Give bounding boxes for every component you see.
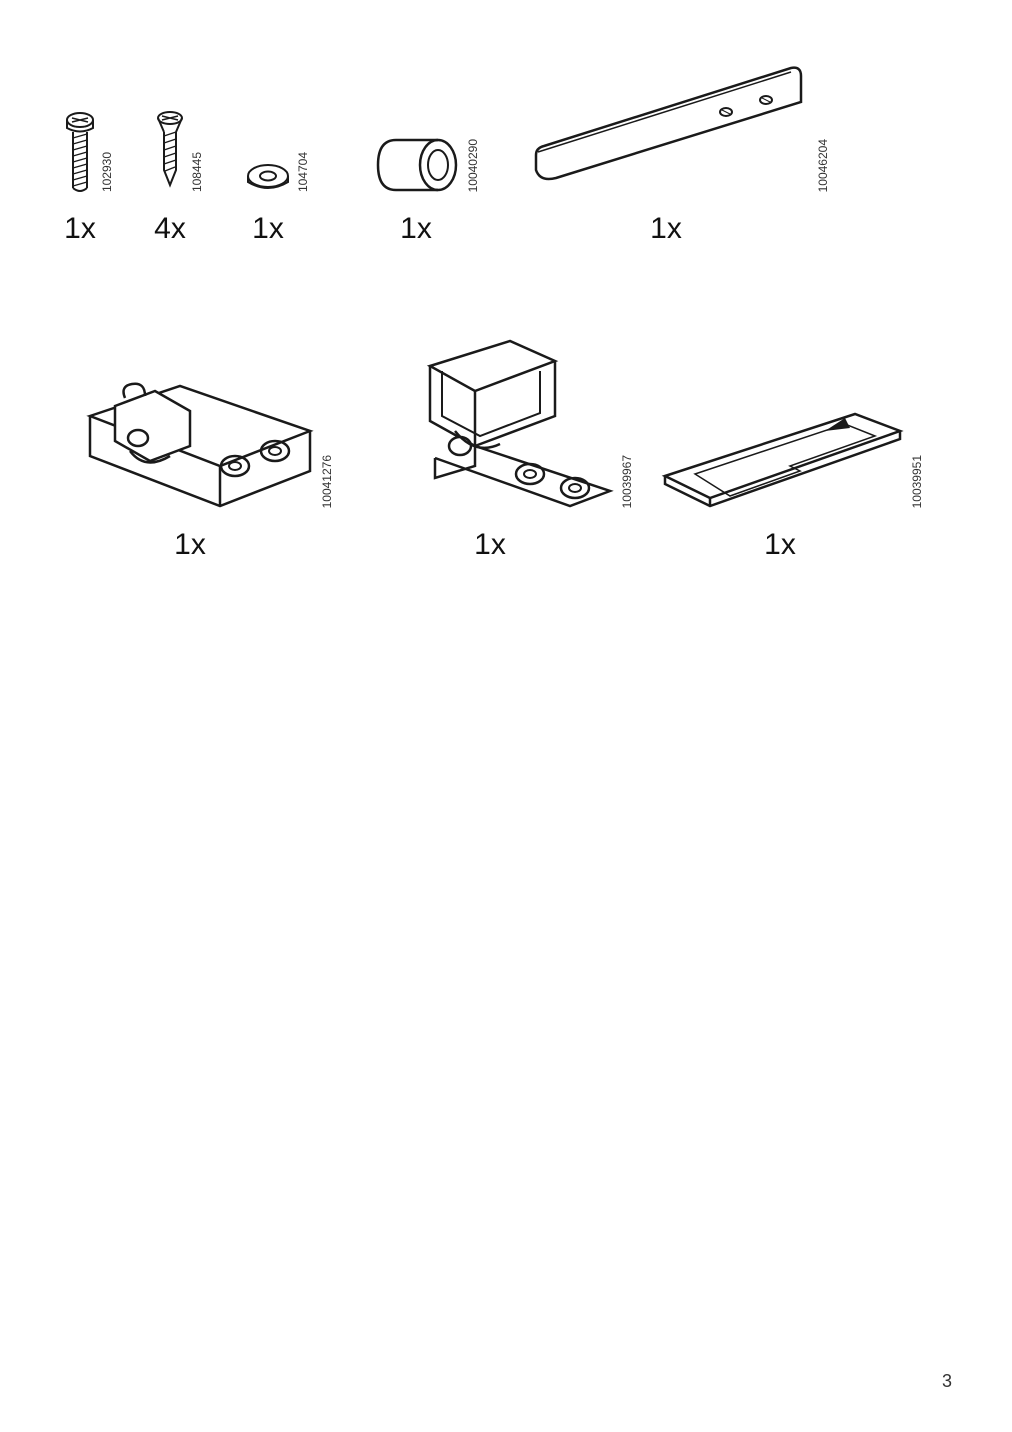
hinge-a-icon bbox=[60, 356, 320, 516]
part-qty: 1x bbox=[650, 212, 682, 246]
part-number: 10046204 bbox=[816, 139, 830, 192]
part-hinge-a: 10041276 1x bbox=[60, 356, 320, 562]
template-icon bbox=[650, 406, 910, 516]
page-number: 3 bbox=[942, 1371, 952, 1392]
part-qty: 1x bbox=[174, 528, 206, 562]
wood-screw-icon bbox=[150, 110, 190, 200]
part-qty: 1x bbox=[252, 212, 284, 246]
parts-row-1: 102930 1x 108445 4x bbox=[60, 60, 952, 246]
part-number: 108445 bbox=[190, 152, 204, 192]
part-bracket-plate: 10046204 1x bbox=[516, 60, 816, 246]
bracket-plate-icon bbox=[516, 60, 816, 200]
part-qty: 4x bbox=[154, 212, 186, 246]
assembly-parts-page: 102930 1x 108445 4x bbox=[0, 0, 1012, 1432]
part-wood-screw: 108445 4x bbox=[150, 110, 190, 246]
part-number: 102930 bbox=[100, 152, 114, 192]
part-hinge-b: 10039967 1x bbox=[360, 326, 620, 562]
washer-icon bbox=[240, 160, 296, 200]
part-number: 10040290 bbox=[466, 139, 480, 192]
machine-screw-icon bbox=[60, 110, 100, 200]
part-qty: 1x bbox=[474, 528, 506, 562]
part-machine-screw: 102930 1x bbox=[60, 110, 100, 246]
part-qty: 1x bbox=[764, 528, 796, 562]
bumper-icon bbox=[366, 130, 466, 200]
parts-row-2: 10041276 1x bbox=[60, 326, 952, 562]
part-number: 10039967 bbox=[620, 455, 634, 508]
part-number: 104704 bbox=[296, 152, 310, 192]
part-number: 10039951 bbox=[910, 455, 924, 508]
part-qty: 1x bbox=[400, 212, 432, 246]
hinge-b-icon bbox=[360, 326, 620, 516]
part-qty: 1x bbox=[64, 212, 96, 246]
part-washer: 104704 1x bbox=[240, 160, 296, 246]
part-number: 10041276 bbox=[320, 455, 334, 508]
part-bumper: 10040290 1x bbox=[366, 130, 466, 246]
part-template: 10039951 1x bbox=[650, 406, 910, 562]
